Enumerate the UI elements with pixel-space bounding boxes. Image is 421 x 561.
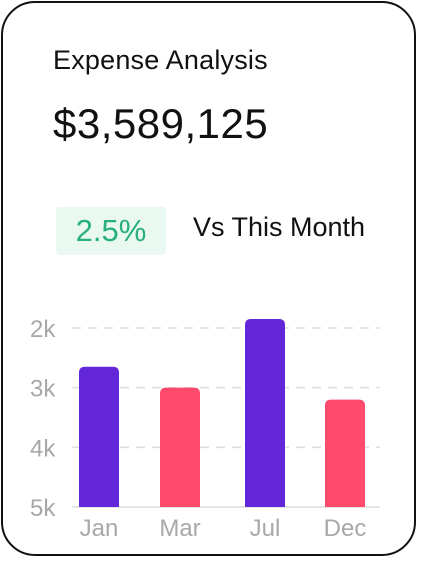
y-tick-label: 3k [30,376,56,403]
y-tick-label: 2k [30,316,56,343]
bar-dec[interactable] [325,399,365,507]
bars [79,319,365,507]
y-tick-label: 5k [30,495,56,522]
change-badge: 2.5% [56,207,166,255]
bar-jan[interactable] [79,366,119,507]
bar-mar[interactable] [160,387,200,507]
y-axis-ticks: 2k 3k 4k 5k [30,316,56,522]
y-tick-label: 4k [30,435,56,462]
x-axis-ticks: Jan Mar Jul Dec [80,515,367,542]
x-tick-label: Mar [159,515,200,542]
bar-jul[interactable] [245,319,285,507]
card-title: Expense Analysis [53,45,268,75]
x-tick-label: Jan [80,515,119,542]
total-amount: $3,589,125 [53,100,269,147]
expense-card: Expense Analysis $3,589,125 2.5% Vs This… [1,1,416,556]
comparison-label: Vs This Month [193,212,366,242]
x-tick-label: Dec [324,515,367,542]
x-tick-label: Jul [250,515,281,542]
